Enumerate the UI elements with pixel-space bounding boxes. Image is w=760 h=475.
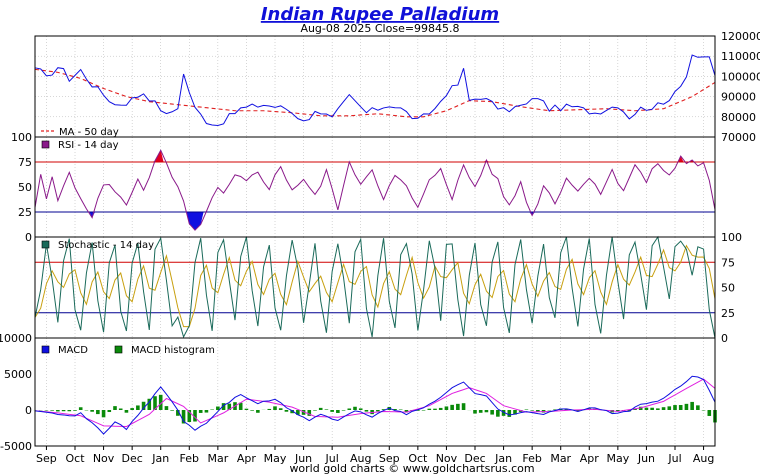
rsi-overbought-fill <box>152 150 695 162</box>
macd-line <box>34 375 716 435</box>
x-tick-label: Feb <box>180 452 199 465</box>
x-tick-label: May <box>606 452 629 465</box>
x-tick-label: Jan <box>151 452 169 465</box>
macd-y-tick: 0 <box>25 404 32 417</box>
rsi-legend-label: RSI - 14 day <box>58 140 119 151</box>
price-y-tick: 70000 <box>721 131 756 144</box>
ma-50-line <box>34 68 716 118</box>
x-tick-label: Aug <box>350 452 371 465</box>
x-tick-label: Sep <box>36 452 57 465</box>
x-tick-label: Oct <box>408 452 428 465</box>
chart-footer: world gold charts © www.goldchartsrus.co… <box>289 462 534 475</box>
rsi-frame <box>34 136 716 238</box>
stochastic-legend-swatch <box>41 240 50 249</box>
stochastic-legend: Stochastic - 14 day <box>41 240 154 251</box>
stochastic-k-line <box>34 235 716 339</box>
rsi-oversold-fill <box>89 212 535 231</box>
macd-signal-line <box>34 378 716 428</box>
macd-legend: MACD MACD histogram <box>41 345 215 356</box>
macd-histogram-legend-label: MACD histogram <box>131 345 215 356</box>
x-tick-label: Jun <box>294 452 312 465</box>
stochastic-panel: 100 75 50 25 0 <box>34 231 742 345</box>
x-tick-label: Jan <box>494 452 512 465</box>
rsi-y-tick: 0 <box>25 231 32 244</box>
stochastic-y-tick: 0 <box>721 332 728 345</box>
stochastic-d-line <box>34 244 716 328</box>
macd-histogram-legend-swatch <box>114 345 123 354</box>
x-tick-label: Aug <box>693 452 714 465</box>
x-tick-label: Mar <box>207 452 228 465</box>
stochastic-y-tick: 50 <box>721 282 735 295</box>
stochastic-frame <box>34 236 716 339</box>
macd-y-tick: 10000 <box>0 332 32 345</box>
macd-legend-label: MACD <box>58 345 88 356</box>
macd-y-tick: -5000 <box>0 440 32 453</box>
x-tick-label: Mar <box>550 452 571 465</box>
rsi-y-tick: 100 <box>11 131 32 144</box>
x-tick-label: Dec <box>121 452 142 465</box>
macd-panel: 10000 5000 0 -5000 <box>0 332 717 453</box>
price-legend: MA - 50 day <box>41 127 119 138</box>
price-line <box>34 54 716 127</box>
rsi-y-tick: 25 <box>18 206 32 219</box>
price-panel: 120000 110000 100000 90000 80000 70000 <box>34 30 760 144</box>
rsi-line <box>34 149 716 231</box>
ma-legend-label: MA - 50 day <box>59 127 119 138</box>
chart-subtitle: Aug-08 2025 Close=99845.8 <box>300 22 459 35</box>
x-tick-label: Sep <box>379 452 400 465</box>
stochastic-y-tick: 25 <box>721 307 735 320</box>
chart-title: Indian Rupee Palladium <box>261 4 499 25</box>
rsi-y-tick: 75 <box>18 156 32 169</box>
rsi-y-tick: 50 <box>18 181 32 194</box>
macd-frame <box>34 337 716 447</box>
price-y-tick: 80000 <box>721 111 756 124</box>
x-tick-label: Apr <box>237 452 257 465</box>
x-tick-label: May <box>264 452 287 465</box>
price-y-tick: 110000 <box>721 50 760 63</box>
x-tick-label: Jul <box>325 452 339 465</box>
stochastic-y-tick: 100 <box>721 231 742 244</box>
price-y-tick: 90000 <box>721 91 756 104</box>
macd-y-tick: 5000 <box>4 368 32 381</box>
x-tick-label: Jul <box>667 452 681 465</box>
x-tick-label: Jun <box>637 452 655 465</box>
price-y-tick: 100000 <box>721 70 760 83</box>
rsi-legend-swatch <box>41 140 50 149</box>
price-frame <box>34 35 716 138</box>
x-tick-label: Nov <box>93 452 115 465</box>
x-tick-label: Oct <box>65 452 85 465</box>
rsi-legend: RSI - 14 day <box>41 140 119 151</box>
price-y-tick: 120000 <box>721 30 760 43</box>
rsi-panel: 100 75 50 25 0 <box>11 131 716 244</box>
x-tick-label: Dec <box>464 452 485 465</box>
x-tick-label: Nov <box>436 452 458 465</box>
x-tick-label: Feb <box>522 452 541 465</box>
stochastic-legend-label: Stochastic - 14 day <box>58 240 154 251</box>
x-tick-label: Apr <box>580 452 600 465</box>
stochastic-y-tick: 75 <box>721 256 735 269</box>
macd-legend-swatch <box>41 345 50 354</box>
x-axis: Sep Oct Nov Dec Jan Feb Mar Apr May Jun Jul Aug Sep O… <box>36 446 714 465</box>
